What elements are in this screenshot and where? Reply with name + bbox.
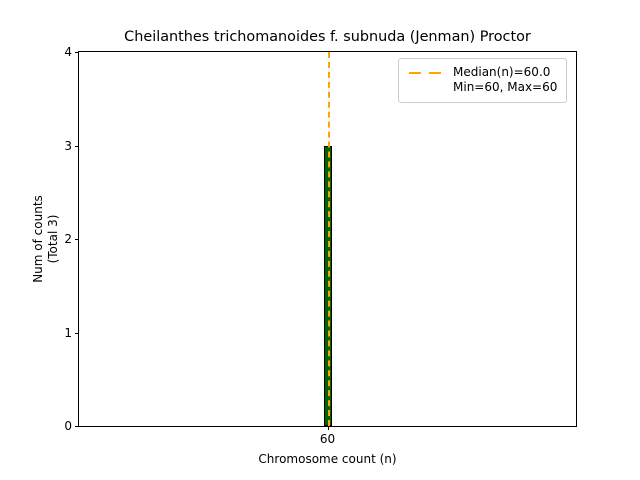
y-tick-mark	[75, 332, 79, 334]
chart-title: Cheilanthes trichomanoides f. subnuda (J…	[124, 29, 531, 45]
y-tick-mark	[75, 239, 79, 240]
y-tick-mark	[75, 145, 79, 147]
y-tick-label: 0	[64, 419, 72, 433]
y-tick-label: 1	[64, 325, 72, 340]
y-tick-label: 4	[64, 45, 72, 59]
y-axis-label: Num of counts (Total 3)	[31, 195, 60, 283]
x-tick-label: 60	[319, 432, 336, 446]
legend-entry-median: Median(n)=60.0	[408, 65, 557, 80]
y-tick-label: 3	[64, 138, 72, 153]
plot-area: 0 1 2 3 4 60	[64, 46, 577, 445]
dashed-line-swatch-icon	[408, 67, 444, 79]
y-tick-mark	[75, 426, 79, 427]
x-tick-mark	[327, 426, 329, 430]
x-axis-label: Chromosome count (n)	[258, 452, 397, 466]
median-line	[327, 52, 330, 426]
y-tick-mark	[75, 52, 79, 53]
legend-label-minmax: Min=60, Max=60	[453, 80, 558, 94]
y-tick-label: 2	[64, 232, 72, 246]
legend-entry-minmax: Min=60, Max=60	[408, 80, 557, 95]
legend-label-median: Median(n)=60.0	[453, 65, 551, 79]
chart-legend: Median(n)=60.0 Min=60, Max=60	[398, 58, 568, 103]
